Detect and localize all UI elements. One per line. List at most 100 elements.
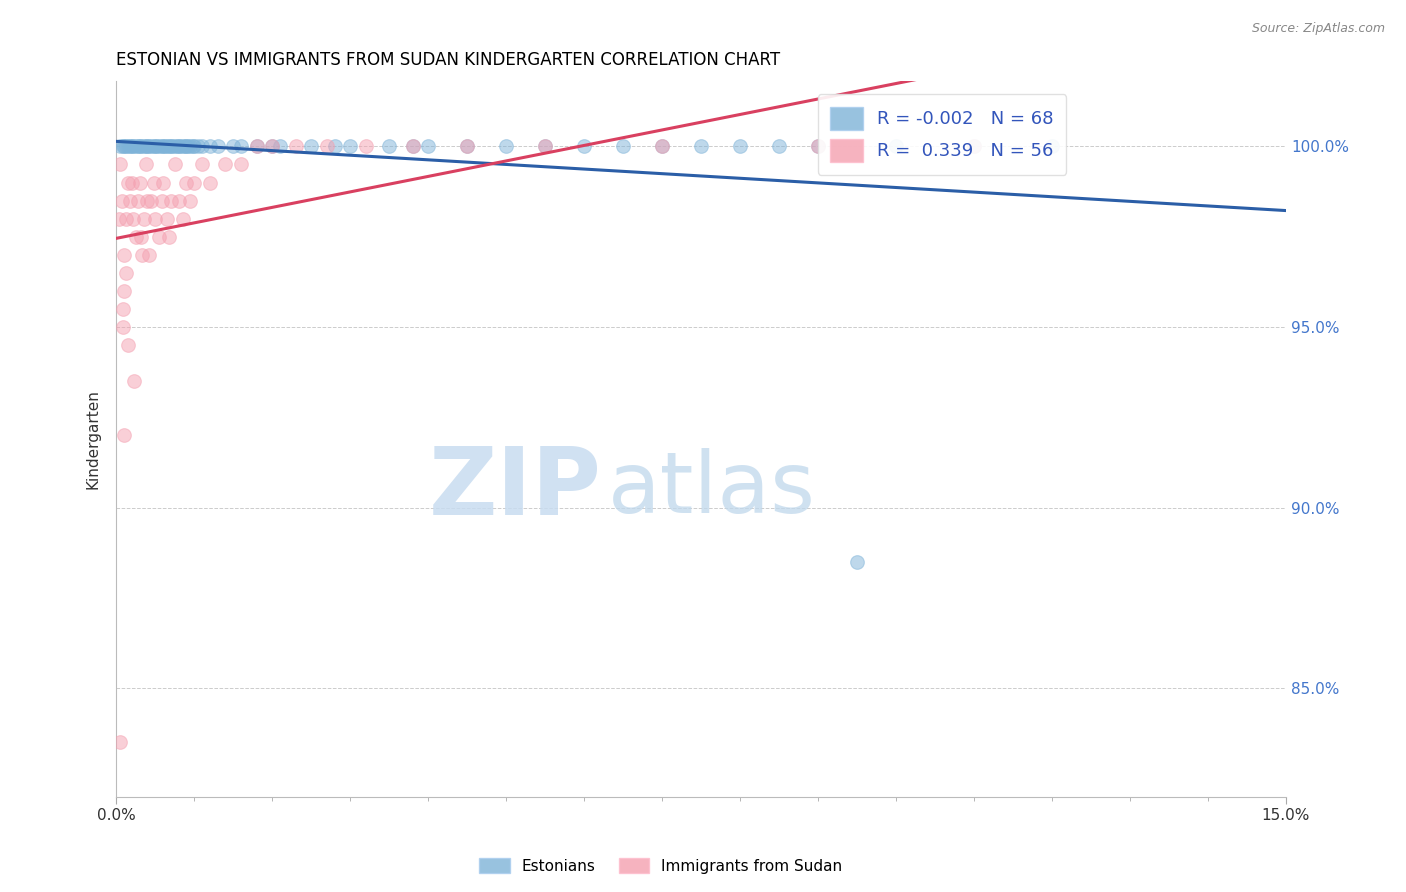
Point — [315, 139, 337, 153]
Point — [198, 139, 221, 153]
Point — [846, 555, 869, 569]
Point — [169, 139, 191, 153]
Point — [418, 139, 440, 153]
Point — [163, 139, 186, 153]
Text: ESTONIAN VS IMMIGRANTS FROM SUDAN KINDERGARTEN CORRELATION CHART: ESTONIAN VS IMMIGRANTS FROM SUDAN KINDER… — [117, 51, 780, 69]
Point — [651, 139, 673, 153]
Point — [534, 139, 557, 153]
Point — [112, 284, 135, 298]
Point — [214, 157, 236, 171]
Point — [128, 139, 150, 153]
Point — [135, 157, 157, 171]
Point — [146, 139, 169, 153]
Point — [229, 157, 252, 171]
Point — [612, 139, 634, 153]
Point — [108, 139, 131, 153]
Point — [122, 374, 145, 388]
Point — [690, 139, 713, 153]
Point — [138, 248, 160, 262]
Point — [138, 139, 160, 153]
Point — [187, 139, 209, 153]
Point — [1040, 139, 1063, 153]
Point — [172, 211, 194, 226]
Point — [125, 139, 148, 153]
Point — [111, 194, 134, 208]
Point — [117, 176, 139, 190]
Point — [117, 139, 139, 153]
Point — [728, 139, 751, 153]
Point — [166, 139, 188, 153]
Point — [160, 139, 183, 153]
Point — [378, 139, 401, 153]
Point — [157, 229, 180, 244]
Point — [112, 248, 135, 262]
Point — [115, 266, 138, 280]
Legend: R = -0.002   N = 68, R =  0.339   N = 56: R = -0.002 N = 68, R = 0.339 N = 56 — [818, 94, 1066, 175]
Point — [179, 139, 201, 153]
Text: ZIP: ZIP — [429, 443, 602, 535]
Point — [128, 176, 150, 190]
Point — [153, 139, 176, 153]
Point — [495, 139, 517, 153]
Point — [167, 194, 190, 208]
Point — [807, 139, 830, 153]
Point — [156, 211, 179, 226]
Point — [339, 139, 361, 153]
Point — [768, 139, 790, 153]
Point — [135, 139, 157, 153]
Point — [172, 139, 194, 153]
Point — [129, 139, 152, 153]
Point — [120, 194, 142, 208]
Point — [181, 139, 204, 153]
Point — [121, 176, 143, 190]
Point — [148, 229, 170, 244]
Point — [132, 139, 155, 153]
Text: atlas: atlas — [607, 448, 815, 531]
Point — [456, 139, 478, 153]
Point — [129, 229, 152, 244]
Point — [127, 139, 149, 153]
Point — [120, 139, 142, 153]
Point — [963, 139, 986, 153]
Point — [131, 248, 153, 262]
Text: Source: ZipAtlas.com: Source: ZipAtlas.com — [1251, 22, 1385, 36]
Point — [111, 139, 134, 153]
Point — [125, 229, 148, 244]
Point — [111, 320, 134, 334]
Point — [198, 176, 221, 190]
Point — [152, 176, 174, 190]
Point — [179, 194, 201, 208]
Point — [141, 139, 163, 153]
Point — [572, 139, 595, 153]
Point — [148, 139, 170, 153]
Point — [107, 211, 129, 226]
Point — [136, 139, 159, 153]
Point — [150, 139, 173, 153]
Point — [456, 139, 478, 153]
Point — [323, 139, 346, 153]
Point — [651, 139, 673, 153]
Point — [401, 139, 423, 153]
Point — [141, 194, 163, 208]
Point — [183, 176, 205, 190]
Point — [142, 176, 165, 190]
Point — [108, 157, 131, 171]
Point — [174, 139, 197, 153]
Point — [112, 139, 135, 153]
Point — [177, 139, 200, 153]
Point — [156, 139, 179, 153]
Point — [167, 139, 190, 153]
Point — [176, 139, 198, 153]
Point — [150, 194, 173, 208]
Point — [163, 157, 186, 171]
Point — [108, 735, 131, 749]
Point — [191, 139, 214, 153]
Point — [142, 139, 165, 153]
Point — [354, 139, 377, 153]
Point — [157, 139, 180, 153]
Point — [207, 139, 229, 153]
Point — [114, 139, 136, 153]
Point — [132, 211, 155, 226]
Point — [299, 139, 322, 153]
Point — [111, 301, 134, 316]
